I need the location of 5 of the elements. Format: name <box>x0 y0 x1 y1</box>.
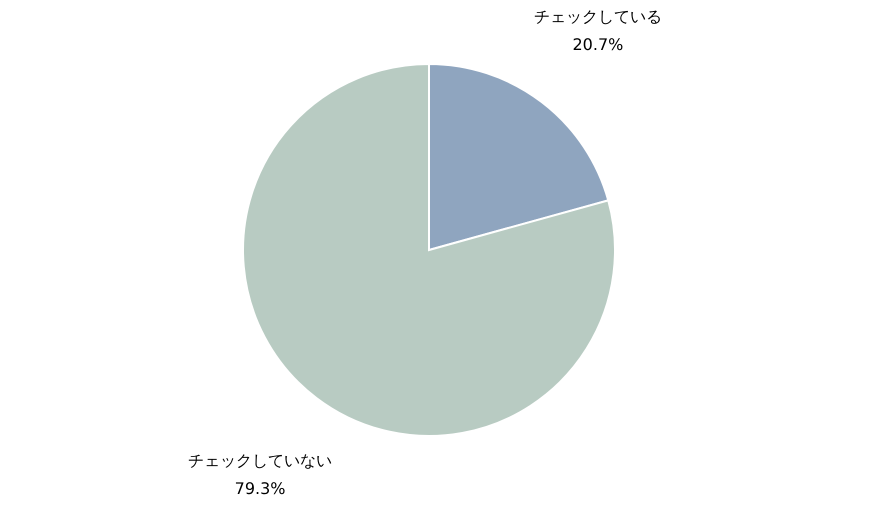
slice-label: チェックしていない <box>188 451 332 470</box>
pie-slice <box>242 63 616 437</box>
data-label: 79.3% <box>234 479 286 498</box>
data-label: 20.7% <box>572 34 624 54</box>
slice-label: チェックしている <box>534 6 662 26</box>
